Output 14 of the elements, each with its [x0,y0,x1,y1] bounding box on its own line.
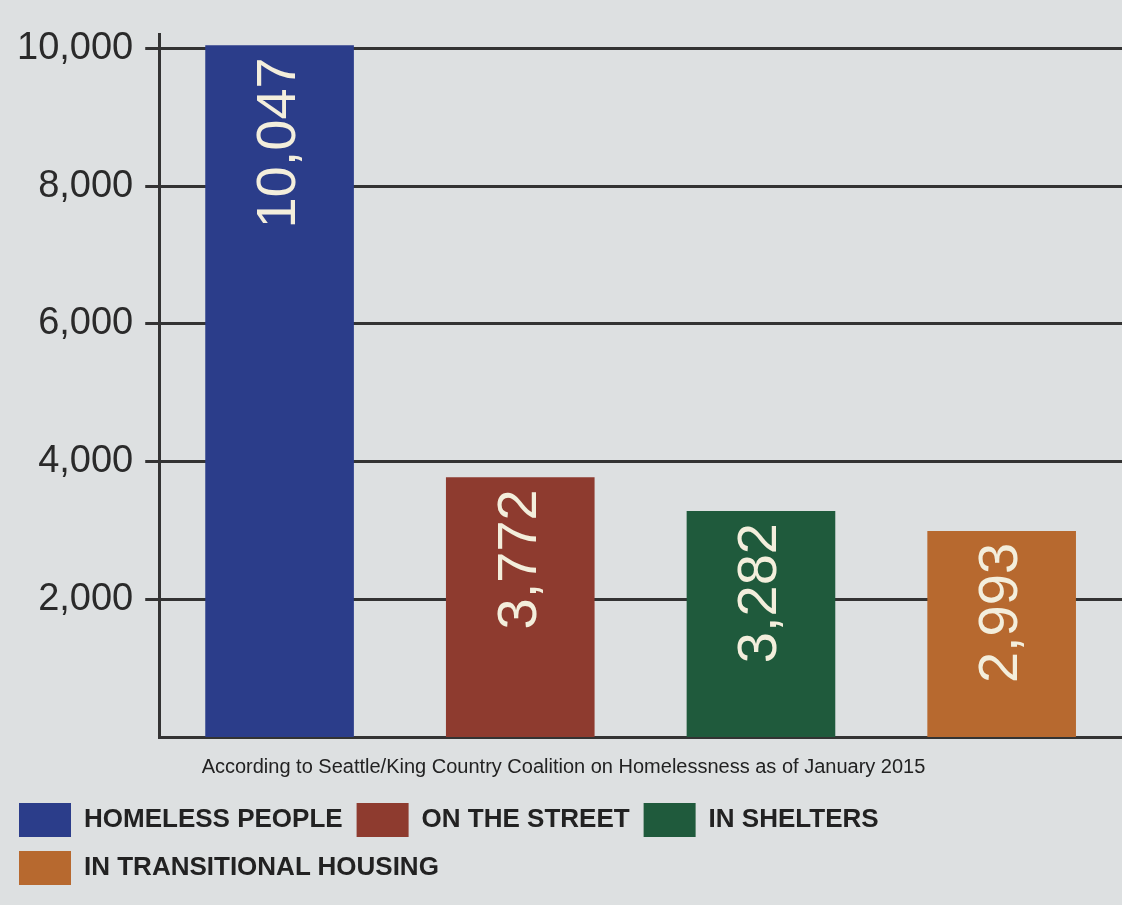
data-label: 2,993 [966,542,1030,684]
legend-label: ON THE STREET [421,803,630,834]
data-label: 3,772 [484,489,548,630]
legend-label: HOMELESS PEOPLE [84,803,343,834]
y-tick-label: 6,000 [38,300,134,343]
legend-label: IN SHELTERS [708,803,879,834]
y-tick-label: 8,000 [38,162,134,205]
y-tick-label: 4,000 [38,438,134,481]
data-label: 10,047 [244,57,308,229]
legend-label: IN TRANSITIONAL HOUSING [84,851,439,882]
y-tick-label: 10,000 [16,25,134,68]
data-label: 3,282 [725,523,789,664]
text: According to Seattle/King Country Coalition on Homelessness as of January 2015 [201,754,926,777]
y-tick-label: 2,000 [38,575,134,618]
